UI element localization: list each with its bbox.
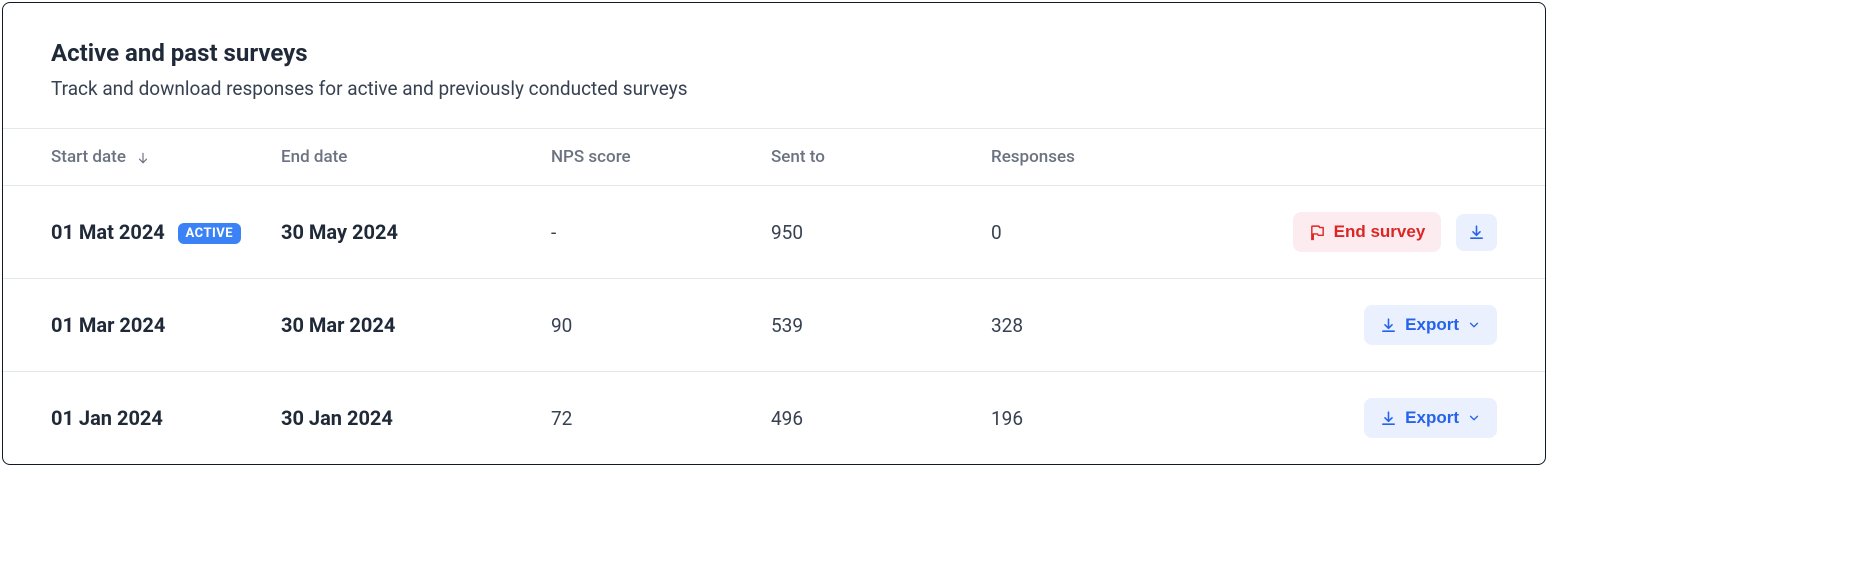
- flag-icon: [1309, 224, 1326, 241]
- cell-responses: 328: [991, 279, 1211, 372]
- export-label: Export: [1405, 315, 1459, 335]
- cell-nps: -: [551, 186, 771, 279]
- cell-responses: 196: [991, 372, 1211, 465]
- export-button[interactable]: Export: [1364, 398, 1497, 438]
- column-header-label: Sent to: [771, 147, 825, 167]
- column-header-label: End date: [281, 147, 347, 167]
- column-header-nps[interactable]: NPS score: [551, 129, 771, 186]
- column-header-label: Responses: [991, 147, 1075, 167]
- download-icon: [1380, 317, 1397, 334]
- chevron-down-icon: [1467, 318, 1481, 332]
- cell-sent: 539: [771, 279, 991, 372]
- active-badge: ACTIVE: [178, 223, 242, 244]
- card-header: Active and past surveys Track and downlo…: [3, 3, 1545, 128]
- cell-end-date: 30 May 2024: [281, 186, 551, 279]
- download-icon: [1380, 410, 1397, 427]
- end-date-value: 30 Jan 2024: [281, 406, 393, 430]
- start-date-value: 01 Mat 2024: [51, 220, 165, 244]
- cell-start-date: 01 Mat 2024 ACTIVE: [3, 186, 281, 279]
- column-header-label: Start date: [51, 147, 126, 167]
- chevron-down-icon: [1467, 411, 1481, 425]
- cell-responses: 0: [991, 186, 1211, 279]
- cell-start-date: 01 Jan 2024: [3, 372, 281, 465]
- cell-nps: 72: [551, 372, 771, 465]
- surveys-table: Start date End date NPS score Sent to Re…: [3, 128, 1545, 464]
- table-row: 01 Mar 2024 30 Mar 2024 90 539 328 Expor…: [3, 279, 1545, 372]
- end-date-value: 30 May 2024: [281, 220, 398, 244]
- cell-end-date: 30 Mar 2024: [281, 279, 551, 372]
- table-row: 01 Jan 2024 30 Jan 2024 72 496 196 Expor…: [3, 372, 1545, 465]
- cell-actions: Export: [1211, 279, 1545, 372]
- page-subtitle: Track and download responses for active …: [51, 77, 1497, 100]
- column-header-start-date[interactable]: Start date: [3, 129, 281, 186]
- end-survey-button[interactable]: End survey: [1293, 212, 1442, 252]
- start-date-value: 01 Jan 2024: [51, 406, 163, 430]
- surveys-card: Active and past surveys Track and downlo…: [2, 2, 1546, 465]
- export-button[interactable]: Export: [1364, 305, 1497, 345]
- cell-end-date: 30 Jan 2024: [281, 372, 551, 465]
- cell-sent: 496: [771, 372, 991, 465]
- start-date-value: 01 Mar 2024: [51, 313, 165, 337]
- column-header-sent[interactable]: Sent to: [771, 129, 991, 186]
- end-survey-label: End survey: [1334, 222, 1426, 242]
- cell-actions: End survey: [1211, 186, 1545, 279]
- download-icon: [1468, 224, 1485, 241]
- column-header-label: NPS score: [551, 147, 631, 167]
- export-label: Export: [1405, 408, 1459, 428]
- column-header-actions: [1211, 129, 1545, 186]
- column-header-responses[interactable]: Responses: [991, 129, 1211, 186]
- page-title: Active and past surveys: [51, 39, 1497, 67]
- sort-desc-icon: [136, 151, 150, 165]
- column-header-end-date[interactable]: End date: [281, 129, 551, 186]
- cell-nps: 90: [551, 279, 771, 372]
- end-date-value: 30 Mar 2024: [281, 313, 395, 337]
- cell-actions: Export: [1211, 372, 1545, 465]
- table-row: 01 Mat 2024 ACTIVE 30 May 2024 - 950 0 E…: [3, 186, 1545, 279]
- cell-start-date: 01 Mar 2024: [3, 279, 281, 372]
- download-button[interactable]: [1456, 214, 1497, 251]
- cell-sent: 950: [771, 186, 991, 279]
